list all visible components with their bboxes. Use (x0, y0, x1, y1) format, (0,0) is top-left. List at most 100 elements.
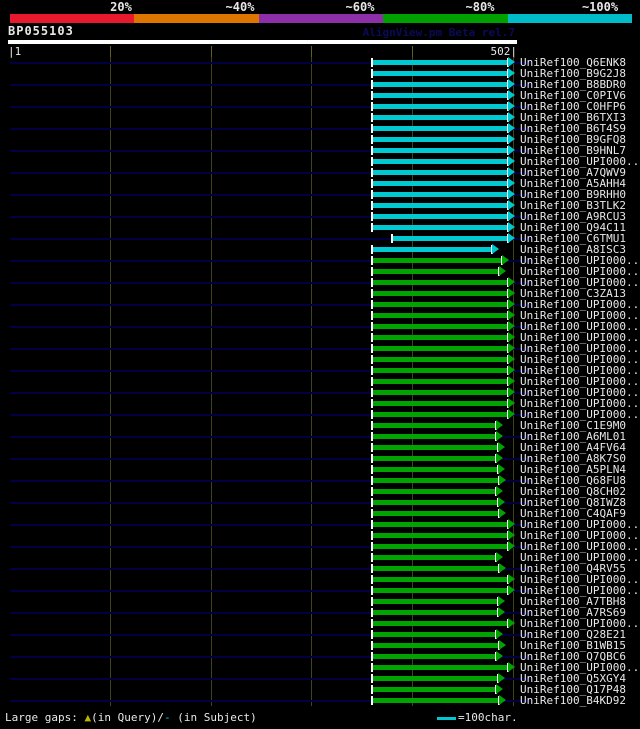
hit-bar[interactable] (371, 324, 508, 329)
hit-label[interactable]: UniRef100_UPI000.. (520, 584, 640, 597)
hit-bar[interactable] (371, 335, 508, 340)
hit-bar[interactable] (371, 555, 496, 560)
hit-label[interactable]: UniRef100_UPI000.. (520, 386, 640, 399)
hit-label[interactable]: UniRef100_UPI000.. (520, 298, 640, 311)
hit-label[interactable]: UniRef100_C6TMU1 (520, 232, 626, 245)
hit-bar[interactable] (371, 214, 508, 219)
hit-bar[interactable] (371, 93, 508, 98)
hit-bar[interactable] (371, 357, 508, 362)
hit-bar[interactable] (371, 522, 508, 527)
hit-label[interactable]: UniRef100_UPI000.. (520, 320, 640, 333)
hit-bar[interactable] (392, 236, 508, 241)
hit-bar[interactable] (371, 401, 508, 406)
hit-bar[interactable] (371, 654, 496, 659)
hit-label[interactable]: UniRef100_UPI000.. (520, 353, 640, 366)
hit-label[interactable]: UniRef100_B9RHH0 (520, 188, 626, 201)
hit-label[interactable]: UniRef100_A7QWV9 (520, 166, 626, 179)
hit-label[interactable]: UniRef100_UPI000.. (520, 518, 640, 531)
hit-label[interactable]: UniRef100_UPI000.. (520, 551, 640, 564)
hit-label[interactable]: UniRef100_Q8IWZ8 (520, 496, 626, 509)
hit-bar[interactable] (371, 434, 496, 439)
hit-bar[interactable] (371, 192, 508, 197)
hit-bar[interactable] (371, 632, 496, 637)
hit-label[interactable]: UniRef100_Q94C11 (520, 221, 626, 234)
hit-label[interactable]: UniRef100_UPI000.. (520, 155, 640, 168)
hit-bar[interactable] (371, 137, 508, 142)
hit-bar[interactable] (371, 170, 508, 175)
hit-bar[interactable] (371, 104, 508, 109)
hit-label[interactable]: UniRef100_B8BDR0 (520, 78, 626, 91)
hit-bar[interactable] (371, 698, 499, 703)
hit-bar[interactable] (371, 412, 508, 417)
hit-label[interactable]: UniRef100_UPI000.. (520, 529, 640, 542)
hit-label[interactable]: UniRef100_UPI000.. (520, 331, 640, 344)
hit-label[interactable]: UniRef100_UPI000.. (520, 276, 640, 289)
hit-label[interactable]: UniRef100_C0HFP6 (520, 100, 626, 113)
hit-label[interactable]: UniRef100_C3ZA13 (520, 287, 626, 300)
hit-bar[interactable] (371, 610, 498, 615)
hit-bar[interactable] (371, 203, 508, 208)
hit-bar[interactable] (371, 456, 496, 461)
hit-bar[interactable] (371, 346, 508, 351)
hit-label[interactable]: UniRef100_A8K7S0 (520, 452, 626, 465)
hit-label[interactable]: UniRef100_A5PLN4 (520, 463, 626, 476)
hit-bar[interactable] (371, 60, 508, 65)
hit-label[interactable]: UniRef100_UPI000.. (520, 573, 640, 586)
hit-bar[interactable] (371, 280, 508, 285)
hit-label[interactable]: UniRef100_UPI000.. (520, 364, 640, 377)
hit-label[interactable]: UniRef100_B9HNL7 (520, 144, 626, 157)
hit-label[interactable]: UniRef100_Q5XGY4 (520, 672, 626, 685)
hit-bar[interactable] (371, 71, 508, 76)
hit-bar[interactable] (371, 544, 508, 549)
hit-bar[interactable] (371, 588, 508, 593)
hit-label[interactable]: UniRef100_UPI000.. (520, 661, 640, 674)
hit-label[interactable]: UniRef100_Q17P48 (520, 683, 626, 696)
hit-label[interactable]: UniRef100_UPI000.. (520, 617, 640, 630)
hit-label[interactable]: UniRef100_B9GFQ8 (520, 133, 626, 146)
hit-label[interactable]: UniRef100_B6TXI3 (520, 111, 626, 124)
hit-label[interactable]: UniRef100_B4KD92 (520, 694, 626, 707)
hit-bar[interactable] (371, 423, 496, 428)
hit-label[interactable]: UniRef100_UPI000.. (520, 408, 640, 421)
hit-label[interactable]: UniRef100_Q4RV55 (520, 562, 626, 575)
hit-bar[interactable] (371, 665, 508, 670)
hit-bar[interactable] (371, 676, 498, 681)
hit-label[interactable]: UniRef100_B3TLK2 (520, 199, 626, 212)
hit-label[interactable]: UniRef100_UPI000.. (520, 309, 640, 322)
hit-label[interactable]: UniRef100_A4FV64 (520, 441, 626, 454)
hit-bar[interactable] (371, 500, 498, 505)
hit-label[interactable]: UniRef100_C4QAF9 (520, 507, 626, 520)
hit-bar[interactable] (371, 478, 499, 483)
hit-bar[interactable] (371, 577, 508, 582)
hit-bar[interactable] (371, 643, 499, 648)
hit-bar[interactable] (371, 445, 498, 450)
hit-bar[interactable] (371, 390, 508, 395)
hit-bar[interactable] (371, 687, 496, 692)
hit-bar[interactable] (371, 368, 508, 373)
hit-label[interactable]: UniRef100_A6ML01 (520, 430, 626, 443)
hit-bar[interactable] (371, 291, 508, 296)
hit-label[interactable]: UniRef100_UPI000.. (520, 397, 640, 410)
hit-bar[interactable] (371, 225, 508, 230)
hit-label[interactable]: UniRef100_C1E9M0 (520, 419, 626, 432)
hit-label[interactable]: UniRef100_A5AHH4 (520, 177, 626, 190)
hit-label[interactable]: UniRef100_B1WB15 (520, 639, 626, 652)
hit-label[interactable]: UniRef100_UPI000.. (520, 254, 640, 267)
hit-label[interactable]: UniRef100_UPI000.. (520, 265, 640, 278)
hit-bar[interactable] (371, 302, 508, 307)
hit-bar[interactable] (371, 599, 498, 604)
hit-label[interactable]: UniRef100_Q28E21 (520, 628, 626, 641)
hit-label[interactable]: UniRef100_A7RS69 (520, 606, 626, 619)
hit-bar[interactable] (371, 621, 508, 626)
hit-label[interactable]: UniRef100_B6T4S9 (520, 122, 626, 135)
hit-bar[interactable] (371, 181, 508, 186)
hit-label[interactable]: UniRef100_A8ISC3 (520, 243, 626, 256)
hit-bar[interactable] (371, 566, 499, 571)
hit-bar[interactable] (371, 489, 496, 494)
hit-label[interactable]: UniRef100_B9G2J8 (520, 67, 626, 80)
hit-bar[interactable] (371, 269, 499, 274)
hit-label[interactable]: UniRef100_UPI000.. (520, 540, 640, 553)
hit-bar[interactable] (371, 159, 508, 164)
hit-label[interactable]: UniRef100_UPI000.. (520, 375, 640, 388)
hit-label[interactable]: UniRef100_Q8CH02 (520, 485, 626, 498)
